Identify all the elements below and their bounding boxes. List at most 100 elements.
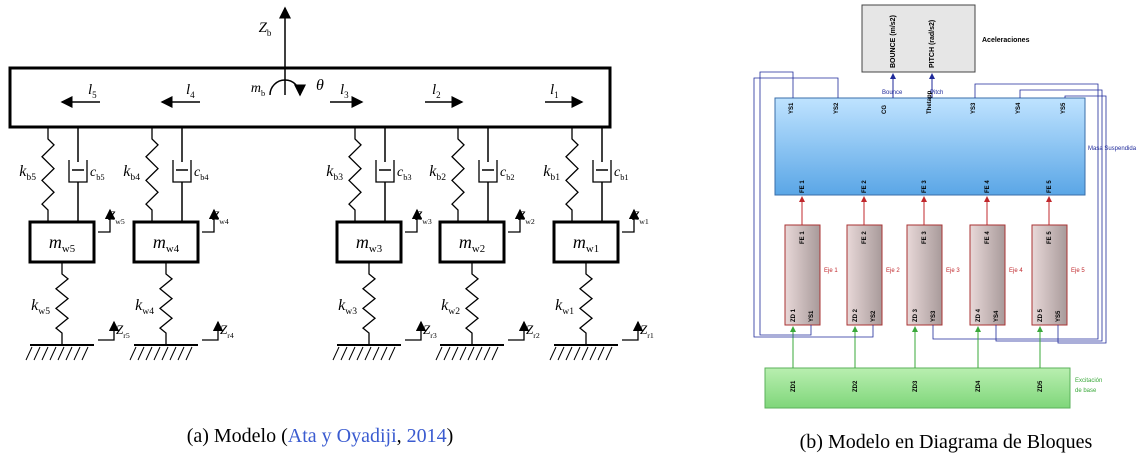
line — [73, 346, 81, 361]
label: cb1 — [614, 165, 629, 182]
label: kw3 — [338, 297, 357, 317]
label: mw5 — [49, 232, 75, 255]
port-label: YS1 — [789, 102, 795, 114]
motion-arrow — [622, 208, 640, 233]
axle-name: Eje 5 — [1071, 268, 1085, 274]
motion-arrow — [202, 320, 224, 341]
label: Zr1 — [640, 322, 654, 340]
label-sub: 1 — [554, 90, 559, 100]
port-label: FE 2 — [862, 231, 868, 244]
port-label: ZD1 — [791, 380, 797, 392]
axle-block — [784, 224, 821, 326]
label: cb3 — [397, 165, 412, 182]
label: Zr5 — [116, 322, 130, 340]
label: mb — [251, 81, 265, 98]
spring — [145, 127, 159, 222]
label-main: k — [31, 297, 39, 314]
label: cb5 — [90, 165, 105, 182]
label-sub: r2 — [533, 331, 540, 340]
label-sub: w1 — [586, 243, 599, 255]
motion-arrow — [508, 320, 530, 341]
damper-cylinder — [68, 160, 88, 183]
line — [169, 346, 177, 361]
spring — [451, 127, 465, 222]
damper-cylinder — [375, 160, 395, 183]
label-main: k — [429, 163, 437, 180]
label-sub: b1 — [550, 172, 560, 183]
label-main: k — [135, 297, 143, 314]
motion-arrow — [98, 208, 116, 233]
line — [348, 346, 356, 361]
line — [129, 346, 137, 361]
port-label: ZD5 — [1038, 380, 1044, 392]
spring — [158, 262, 174, 345]
line — [49, 346, 57, 361]
port-label: FE 1 — [800, 231, 806, 244]
line — [332, 346, 340, 361]
label: kb4 — [123, 163, 140, 183]
label-main: m — [49, 232, 62, 252]
label-main: m — [356, 232, 369, 252]
port-label: YS3 — [971, 102, 977, 114]
line — [25, 346, 33, 361]
label-sub: b3 — [403, 173, 411, 182]
port-label: FE 5 — [1047, 231, 1053, 244]
motion-arrow — [202, 208, 220, 233]
port-label: FE 3 — [922, 231, 928, 244]
label-main: k — [326, 163, 334, 180]
label: kb5 — [19, 163, 36, 183]
label-sub: b — [261, 89, 265, 98]
spring — [41, 127, 55, 222]
label-sub: 4 — [190, 90, 195, 100]
label-sub: b5 — [96, 173, 104, 182]
line — [380, 346, 388, 361]
excitation-block — [764, 367, 1071, 409]
label: Zw1 — [632, 208, 649, 226]
port-label: YS3 — [931, 310, 937, 322]
label: Zr4 — [220, 322, 234, 340]
line — [372, 346, 380, 361]
label-main: c — [397, 165, 404, 180]
wheel-mass — [28, 220, 96, 264]
line — [65, 346, 73, 361]
axle-block — [969, 224, 1006, 326]
label: kb2 — [429, 163, 446, 183]
spring — [361, 262, 377, 345]
port-label: ZD3 — [913, 380, 919, 392]
signal-label: Pitch — [930, 90, 943, 96]
port-label: ZD2 — [853, 380, 859, 392]
line — [435, 346, 443, 361]
line — [565, 346, 573, 361]
axle-block — [906, 224, 943, 326]
port-label: FE 4 — [985, 180, 991, 193]
wire — [759, 71, 812, 336]
label: kw5 — [31, 297, 50, 317]
port-label: YS5 — [1061, 102, 1067, 114]
wheel-mass — [335, 220, 403, 264]
line — [161, 346, 169, 361]
label-sub: w4 — [142, 306, 154, 317]
line — [597, 346, 605, 361]
label-main: Z — [108, 208, 116, 223]
label-sub: 5 — [92, 90, 97, 100]
label-sub: w5 — [38, 306, 50, 317]
label-main: c — [500, 165, 507, 180]
label: l3 — [340, 82, 349, 100]
wheel-mass — [438, 220, 506, 264]
axle-name: Eje 2 — [886, 268, 900, 274]
port-label: ZD 4 — [976, 308, 982, 322]
caption-text: (a) Modelo ( — [187, 425, 288, 447]
block-title: Excitación — [1075, 378, 1102, 384]
line — [581, 346, 589, 361]
wire — [1057, 95, 1107, 344]
label-main: l — [88, 82, 92, 98]
line — [549, 346, 557, 361]
motion-arrow — [405, 320, 427, 341]
spring — [464, 262, 480, 345]
port-label: FE 4 — [985, 231, 991, 244]
label: kw2 — [441, 297, 460, 317]
label-main: Z — [518, 208, 526, 223]
axle-name: Eje 1 — [824, 268, 838, 274]
label: Zr3 — [423, 322, 437, 340]
label-main: k — [19, 163, 27, 180]
